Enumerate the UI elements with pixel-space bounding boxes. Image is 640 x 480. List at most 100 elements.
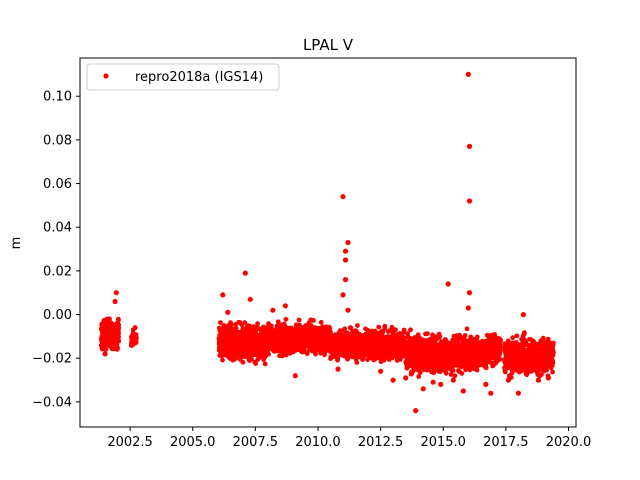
data-point	[378, 368, 384, 374]
data-point	[342, 277, 349, 283]
data-point	[255, 357, 261, 362]
data-point	[345, 239, 351, 246]
data-point	[299, 349, 305, 355]
data-point	[277, 353, 282, 359]
data-point	[545, 352, 551, 358]
x-tick-label: 2010.0	[295, 435, 341, 450]
data-point	[478, 343, 484, 349]
data-point	[129, 343, 134, 348]
data-point	[103, 323, 109, 329]
data-point	[247, 296, 253, 302]
data-point	[113, 290, 119, 296]
legend-marker	[103, 73, 109, 79]
data-point	[539, 355, 545, 360]
data-point	[457, 369, 462, 375]
data-point	[350, 339, 355, 345]
x-tick-label: 2002.5	[107, 435, 153, 450]
x-tick-label: 2017.5	[483, 435, 529, 450]
data-point	[292, 338, 298, 343]
data-point	[260, 350, 266, 355]
data-point	[510, 335, 516, 341]
data-point	[284, 331, 290, 337]
data-point	[334, 354, 339, 360]
data-point	[224, 341, 230, 346]
data-point	[346, 332, 352, 337]
data-point	[539, 349, 545, 355]
data-point	[442, 339, 448, 345]
data-point	[225, 323, 230, 329]
data-point	[353, 328, 358, 333]
data-point	[241, 344, 246, 350]
data-point	[445, 281, 451, 287]
data-point	[319, 336, 324, 342]
data-point	[525, 350, 531, 355]
data-point	[404, 361, 410, 367]
data-point	[505, 345, 510, 351]
data-point	[494, 343, 500, 349]
data-point	[452, 373, 458, 379]
data-point	[466, 143, 473, 149]
data-point	[251, 350, 257, 356]
data-point	[294, 329, 300, 335]
data-point	[467, 364, 473, 370]
data-point	[421, 342, 427, 348]
data-point	[335, 366, 341, 372]
data-point	[420, 386, 426, 392]
data-point	[503, 361, 508, 366]
data-point	[423, 331, 428, 337]
data-point	[456, 338, 461, 344]
data-point	[108, 333, 113, 338]
data-point	[502, 369, 508, 375]
data-point	[242, 270, 248, 276]
data-point	[464, 326, 470, 332]
data-point	[475, 351, 480, 356]
data-point	[384, 334, 390, 340]
data-point	[443, 370, 449, 376]
data-point	[246, 336, 252, 342]
data-point	[465, 305, 471, 311]
data-point	[488, 390, 494, 396]
data-point	[254, 326, 259, 332]
data-point	[428, 357, 433, 363]
data-point	[223, 333, 229, 339]
data-point	[342, 257, 349, 263]
data-point	[530, 348, 536, 354]
data-point	[405, 347, 410, 352]
data-point	[276, 337, 281, 343]
data-point	[296, 317, 302, 323]
data-point	[550, 369, 555, 375]
data-point	[520, 312, 527, 318]
data-point	[355, 335, 361, 341]
data-point	[217, 352, 223, 358]
y-tick-label: 0.06	[43, 177, 72, 192]
x-tick-label: 2012.5	[358, 435, 404, 450]
data-point	[466, 290, 473, 296]
y-tick-label: 0.08	[43, 133, 72, 148]
data-point	[349, 350, 354, 356]
data-point	[548, 365, 554, 371]
y-tick-label: 0.02	[43, 264, 72, 279]
data-point	[531, 341, 536, 347]
data-point	[398, 331, 404, 336]
x-tick-label: 2015.0	[420, 435, 466, 450]
data-point	[394, 341, 400, 347]
data-point	[110, 329, 116, 335]
data-point	[266, 329, 272, 334]
data-point	[277, 343, 283, 349]
data-point	[98, 342, 104, 348]
data-point	[292, 373, 298, 379]
data-point	[342, 248, 349, 254]
data-point	[462, 358, 468, 363]
data-point	[378, 349, 383, 354]
data-point	[225, 309, 231, 315]
data-point	[437, 333, 443, 339]
data-point	[390, 377, 396, 383]
axes: 2002.5 2005.0 2007.5 2010.0 2012.5 2015.0 2017…	[32, 57, 592, 450]
data-point	[343, 342, 349, 347]
data-point	[416, 374, 422, 379]
data-point	[470, 356, 475, 362]
data-point	[300, 325, 305, 331]
data-point	[353, 342, 359, 348]
x-tick-label: 2020.0	[546, 435, 592, 450]
data-point	[545, 375, 552, 381]
